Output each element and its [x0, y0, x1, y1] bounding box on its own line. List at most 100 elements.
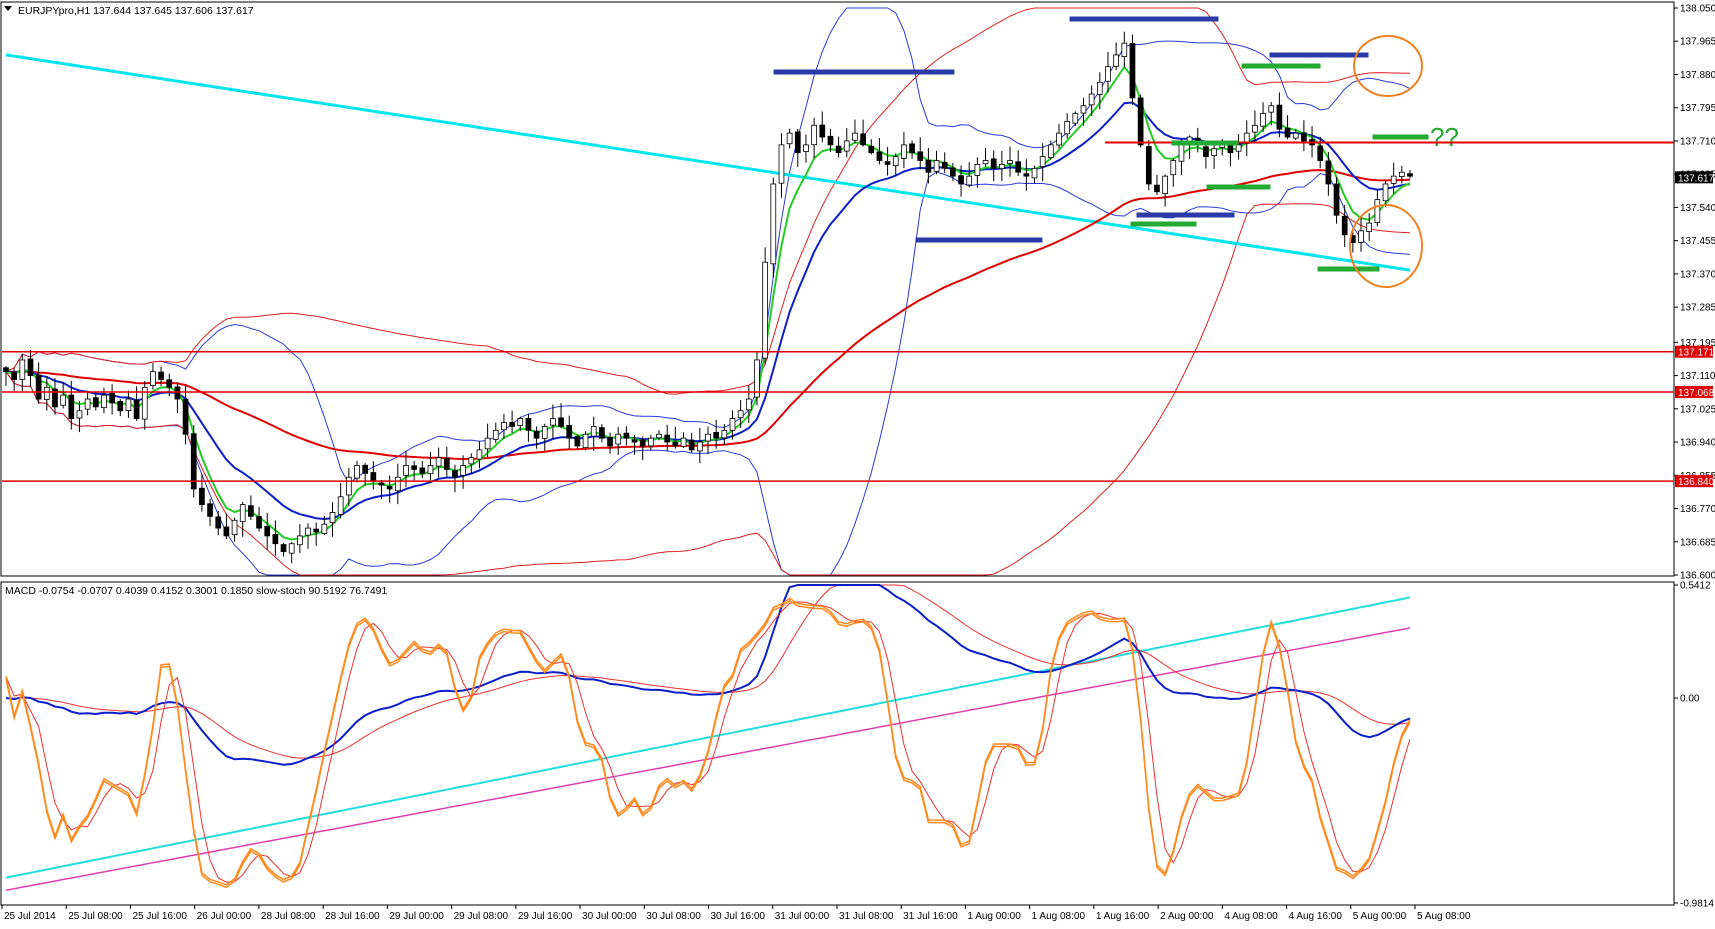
candle-body	[329, 512, 336, 523]
indicator-tick-label: -0.9814	[1680, 899, 1714, 910]
candle-body	[1121, 42, 1128, 58]
bollinger-upper-blue	[5, 7, 1411, 485]
candle-body	[288, 543, 295, 554]
candle-body	[1374, 199, 1381, 223]
candle-body	[688, 439, 695, 451]
candle-body	[19, 359, 26, 380]
time-tick-label: 2 Aug 00:00	[1160, 911, 1214, 922]
candle-body	[403, 465, 409, 476]
price-level-badge	[1675, 345, 1713, 358]
candle-body	[1007, 160, 1013, 164]
price-level-badge	[1675, 385, 1713, 398]
candle-body	[166, 379, 173, 388]
candle-body	[778, 144, 785, 184]
price-level-badge-label: 137.068	[1678, 388, 1715, 399]
candle-body	[345, 476, 352, 496]
candle-body	[754, 359, 760, 398]
candle-body	[60, 394, 66, 406]
candle-body	[52, 388, 58, 408]
candle-body	[1096, 81, 1103, 95]
candle-body	[1301, 132, 1307, 142]
candle-body	[786, 132, 793, 145]
time-tick-label: 25 Jul 16:00	[132, 911, 187, 922]
candle-body	[737, 410, 744, 419]
price-tick-label: 136.940	[1680, 438, 1715, 449]
candle-body	[501, 422, 507, 431]
candle-body	[1382, 183, 1389, 202]
candle-body	[460, 465, 466, 476]
candle-body	[794, 131, 801, 154]
candle-body	[950, 167, 956, 177]
candle-body	[199, 487, 205, 506]
indicator-header: MACD -0.0754 -0.0707 0.4039 0.4152 0.300…	[5, 585, 388, 597]
candle-body	[835, 145, 842, 154]
candle-body	[599, 427, 605, 439]
bollinger-lower-red	[5, 203, 1411, 576]
candle-body	[1227, 145, 1234, 154]
candle-body	[11, 372, 18, 380]
candle-body	[125, 398, 132, 411]
candle-body	[819, 124, 826, 138]
candle-body	[958, 175, 964, 185]
price-tick-label: 137.025	[1680, 404, 1715, 415]
macd-cyan-line	[5, 596, 1411, 879]
candle-body	[476, 449, 483, 460]
candle-body	[713, 432, 720, 439]
candle-body	[509, 422, 515, 427]
candle-body	[76, 410, 83, 419]
candle-body	[370, 472, 377, 482]
time-tick-label: 28 Jul 16:00	[325, 911, 380, 922]
candle-body	[1088, 93, 1095, 106]
candle-body	[84, 398, 91, 410]
candle-body	[533, 430, 540, 439]
candle-body	[141, 386, 148, 420]
candle-body	[362, 464, 369, 474]
candle-body	[1333, 183, 1340, 216]
candle-body	[999, 164, 1005, 170]
current-price-badge-label: 137.617	[1678, 173, 1715, 184]
candle-body	[656, 433, 662, 439]
candle-body	[452, 470, 458, 478]
candle-body	[933, 160, 940, 172]
candle-body	[1390, 175, 1397, 184]
candle-body	[378, 482, 385, 486]
candle-body	[705, 433, 711, 442]
candle-body	[1260, 113, 1266, 127]
candle-body	[1015, 161, 1022, 173]
price-level-badge-label: 137.171	[1678, 348, 1715, 359]
time-tick-label: 25 Jul 2014	[4, 911, 56, 922]
candle-body	[876, 151, 883, 161]
time-tick-label: 29 Jul 08:00	[454, 911, 509, 922]
candle-body	[631, 439, 638, 443]
price-pane-frame	[0, 1, 1675, 577]
candle-body	[680, 437, 687, 447]
price-tick-label: 138.050	[1680, 4, 1715, 15]
candle-body	[615, 433, 622, 445]
candle-body	[803, 144, 809, 152]
candle-body	[223, 526, 230, 537]
candle-body	[1211, 148, 1217, 157]
candle-body	[1170, 160, 1177, 176]
candle-body	[1235, 144, 1242, 152]
candle-body	[1178, 144, 1185, 162]
candle-body	[574, 436, 581, 447]
candle-body	[1023, 173, 1030, 177]
candle-body	[1276, 104, 1283, 130]
candle-body	[68, 394, 75, 419]
price-tick-label: 137.880	[1680, 70, 1715, 81]
candle-body	[1325, 160, 1332, 185]
candle-body	[1056, 132, 1062, 146]
candle-body	[101, 394, 107, 409]
candle-body	[158, 371, 164, 380]
time-tick-label: 30 Jul 00:00	[582, 911, 637, 922]
candle-body	[745, 398, 752, 411]
candle-body	[558, 417, 564, 427]
main-chart-header: EURJPYpro,H1 137.644 137.645 137.606 137…	[18, 5, 254, 17]
chart-menu-triangle-icon[interactable]	[4, 6, 12, 11]
candle-body	[770, 183, 777, 265]
price-level-badge	[1675, 475, 1713, 488]
candle-body	[354, 465, 360, 479]
candle-body	[664, 434, 671, 443]
candle-body	[990, 158, 997, 169]
